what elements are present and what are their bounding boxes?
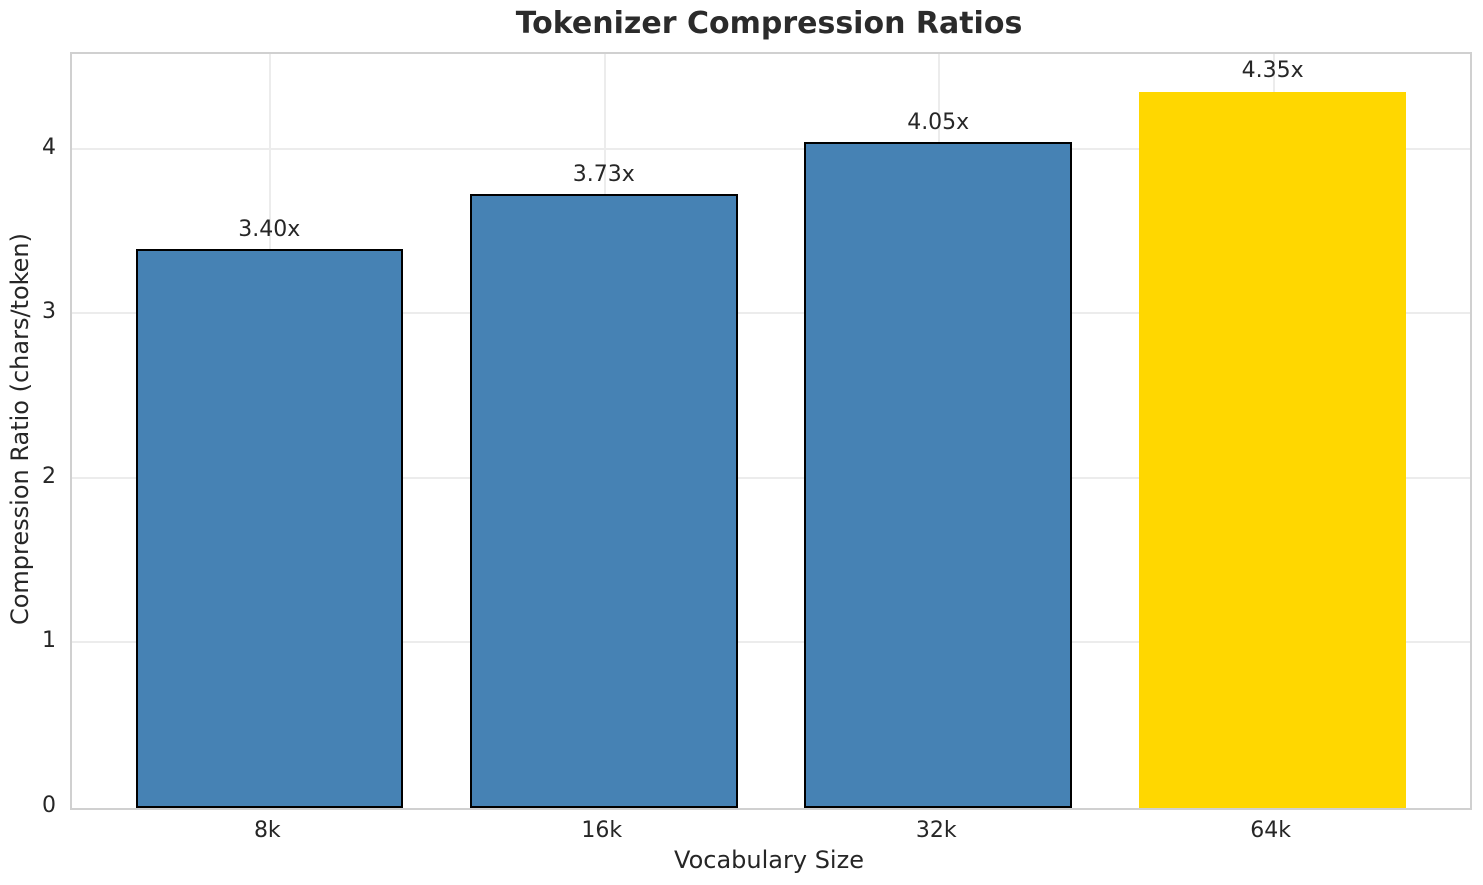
- y-tick-label: 4: [42, 134, 56, 160]
- bar-value-label: 3.40x: [238, 216, 301, 242]
- y-axis-ticks: 0 1 2 3 4: [0, 52, 56, 816]
- y-tick-label: 2: [42, 463, 56, 489]
- y-axis-label: Compression Ratio (chars/token): [6, 232, 35, 626]
- x-tick-label-8k: 8k: [253, 818, 281, 843]
- bar-32k: 4.05x: [804, 110, 1072, 808]
- bar-8k: 3.40x: [135, 217, 404, 808]
- x-axis-ticks: 8k 16k 32k 64k: [70, 818, 1468, 848]
- bar-value-label: 4.05x: [907, 109, 970, 135]
- x-tick-label-16k: 16k: [581, 818, 623, 843]
- gridline-horizontal: [72, 312, 1470, 315]
- chart-title: Tokenizer Compression Ratios: [515, 6, 1023, 41]
- y-tick-label: 1: [42, 628, 56, 654]
- bar-64k: 4.35x: [1138, 58, 1407, 808]
- x-axis-label: Vocabulary Size: [674, 846, 864, 874]
- gridline-horizontal: [72, 147, 1470, 150]
- y-tick-label: 0: [42, 793, 56, 818]
- bar-value-label: 4.35x: [1241, 58, 1304, 84]
- x-tick-label-64k: 64k: [1250, 818, 1292, 843]
- y-axis-label-wrap: Compression Ratio (chars/token): [0, 52, 40, 806]
- plot-area: 3.40x 3.73x 4.05x 4.35x: [70, 52, 1472, 810]
- bar-value-label: 3.73x: [572, 162, 635, 188]
- y-tick-label: 3: [42, 299, 56, 325]
- bar-16k: 3.73x: [469, 162, 738, 808]
- gridline-horizontal: [72, 476, 1470, 479]
- x-tick-label-32k: 32k: [915, 818, 957, 843]
- gridline-horizontal: [72, 641, 1470, 644]
